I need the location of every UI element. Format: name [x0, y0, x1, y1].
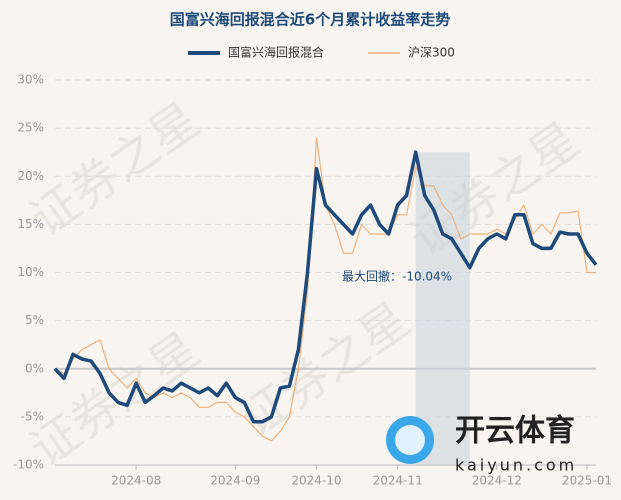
- x-tick-label: 2024-09: [210, 474, 260, 488]
- annotation: 最大回撤：-10.04%: [342, 269, 452, 284]
- y-tick-label: 20%: [17, 169, 44, 183]
- x-tick-label: 2024-12: [472, 474, 522, 488]
- x-tick-label: 2025-01: [562, 474, 612, 488]
- y-tick-label: 0%: [25, 361, 44, 375]
- logo-name: 开云体育: [455, 414, 575, 449]
- logo-ball-inner: [395, 425, 425, 455]
- y-tick-label: 5%: [25, 313, 44, 327]
- watermark: 证券之星: [230, 292, 419, 448]
- chart-title: 国富兴海回报混合近6个月累计收益率走势: [170, 11, 450, 29]
- y-tick-label: -5%: [21, 409, 44, 423]
- y-tick-label: 10%: [17, 265, 44, 279]
- x-tick-label: 2024-11: [373, 474, 423, 488]
- x-tick-label: 2024-10: [291, 474, 341, 488]
- x-tick-label: 2024-08: [111, 474, 161, 488]
- y-tick-label: 15%: [17, 217, 44, 231]
- y-tick-label: 30%: [17, 73, 44, 87]
- legend-label: 国富兴海回报混合: [228, 45, 324, 60]
- y-tick-label: 25%: [17, 121, 44, 135]
- logo-url: kaiyun.com: [455, 456, 577, 475]
- series-line: [53, 150, 598, 424]
- y-tick-label: -10%: [13, 458, 44, 472]
- legend-label: 沪深300: [408, 46, 455, 60]
